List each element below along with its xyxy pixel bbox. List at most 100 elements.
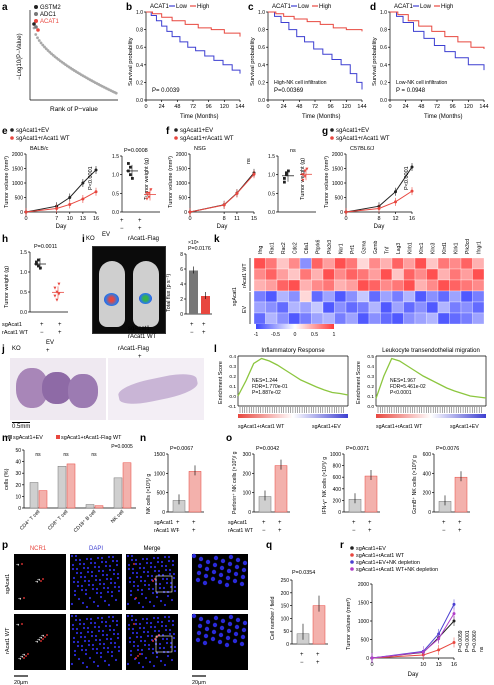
row-group-ev: EV bbox=[242, 306, 248, 313]
nucleus-dot bbox=[152, 556, 156, 560]
y-tick-label: 1.0 bbox=[258, 10, 265, 16]
y-tick-label: 0.8 bbox=[380, 28, 387, 34]
annotation: P=0.0005 bbox=[111, 444, 133, 450]
panel-letter-j: j bbox=[2, 344, 5, 355]
nucleus-dot bbox=[197, 563, 203, 569]
cell-bar bbox=[94, 505, 104, 509]
y-tick-label: 500 bbox=[361, 638, 370, 644]
row-label-2: rAcat1 WT bbox=[154, 528, 180, 534]
nucleus-dot bbox=[115, 563, 119, 567]
y-tick-label: 150 bbox=[281, 604, 290, 610]
ncr1-signal bbox=[40, 580, 42, 582]
nucleus-dot bbox=[164, 624, 168, 628]
y-multiplier: ×10⁸ bbox=[188, 240, 199, 246]
legend-gene: ACAT1 bbox=[272, 4, 292, 10]
nucleus-dot bbox=[96, 616, 100, 620]
weight-point bbox=[303, 169, 307, 173]
panel-a-legend-acat1: ACAT1 bbox=[40, 19, 60, 25]
survival-curve-high bbox=[146, 11, 241, 37]
panel-letter-o: o bbox=[226, 433, 233, 444]
rank-point-gstm2 bbox=[32, 22, 36, 26]
nucleus-dot bbox=[232, 638, 238, 644]
nucleus-dot bbox=[196, 570, 202, 576]
nucleus-dot bbox=[128, 636, 132, 640]
nucleus-dot bbox=[157, 573, 161, 577]
nucleus-dot bbox=[149, 625, 153, 629]
heatmap-cell bbox=[391, 268, 404, 281]
heatmap-cell bbox=[449, 257, 462, 270]
tissue-lobe-3 bbox=[68, 374, 98, 408]
heatmap-cell bbox=[288, 257, 301, 270]
panel-j-scalebar-label: 0.5mm bbox=[12, 424, 31, 430]
gzmb-bar bbox=[454, 476, 468, 513]
nucleus-dot bbox=[73, 593, 77, 597]
row-label-1: sgAcat1 bbox=[2, 322, 22, 328]
nucleus-dot bbox=[79, 571, 83, 575]
sign: + bbox=[190, 322, 194, 328]
row-group-wt: rAcat1 WT bbox=[242, 263, 248, 288]
row-side-label: sgAcat1 bbox=[232, 287, 238, 306]
nucleus-dot bbox=[93, 621, 97, 625]
p-value: P=0.0042 bbox=[256, 446, 279, 452]
heatmap-cell bbox=[288, 290, 301, 303]
sign: − bbox=[442, 528, 446, 534]
scalebar-label-right: 20μm bbox=[192, 680, 206, 685]
ncr1-signal bbox=[133, 563, 135, 565]
nucleus-dot bbox=[226, 568, 232, 574]
gene-label: Gzmb bbox=[373, 240, 379, 254]
heatmap-cell bbox=[345, 268, 358, 281]
nucleus-dot bbox=[99, 595, 103, 599]
nucleus-dot bbox=[71, 563, 75, 567]
x-tick-label: 48 bbox=[174, 104, 180, 110]
gsea-right-stat: P<0.0001 bbox=[390, 390, 412, 396]
micrograph-panel bbox=[14, 554, 66, 610]
p-value: P=0.0059 bbox=[458, 630, 464, 652]
panel-i-ko-label: KO bbox=[86, 236, 95, 242]
nucleus-dot bbox=[234, 624, 240, 630]
color-scale-tick: 0 bbox=[294, 332, 297, 338]
nucleus-dot bbox=[130, 558, 134, 562]
nucleus-dot bbox=[74, 554, 78, 558]
nucleus-dot bbox=[132, 584, 136, 588]
y-tick-label: 100 bbox=[243, 491, 252, 497]
ncr1-signal bbox=[133, 623, 135, 625]
legend-high: High bbox=[441, 4, 453, 10]
heatmap-cell bbox=[368, 301, 381, 314]
heatmap-cell bbox=[299, 290, 312, 303]
y-tick-label: 0.6 bbox=[136, 45, 143, 51]
y-tick-label: 500 bbox=[15, 196, 24, 202]
nucleus-dot bbox=[107, 555, 111, 559]
y-tick-label: 500 bbox=[335, 196, 344, 202]
nucleus-dot bbox=[70, 554, 74, 558]
nucleus-dot bbox=[155, 651, 159, 655]
y-tick-label: 200 bbox=[243, 471, 252, 477]
y-tick-label: 2000 bbox=[358, 582, 369, 588]
arrow-icon: ➜ bbox=[39, 635, 43, 640]
heatmap-cell bbox=[426, 279, 439, 292]
color-scale-tick: 1 bbox=[333, 332, 336, 338]
heatmap-cell bbox=[322, 301, 335, 314]
sign: − bbox=[120, 226, 124, 232]
panel-m-immune-cell-bars: sgAcat1+EV sgAcat1+rAcat1-Flag WT 0 10 20 30 4… bbox=[4, 435, 136, 534]
nucleus-dot bbox=[159, 599, 163, 603]
ncr1-signal bbox=[23, 657, 25, 659]
arrow-icon: ➜ bbox=[16, 622, 20, 627]
nucleus-dot bbox=[93, 565, 97, 569]
sign: + bbox=[278, 528, 282, 534]
flux-bar bbox=[189, 270, 198, 314]
nucleus-dot bbox=[232, 578, 238, 584]
x-tick-label: 120 bbox=[220, 104, 229, 110]
nucleus-dot bbox=[148, 660, 152, 664]
heatmap-cell bbox=[449, 290, 462, 303]
nucleus-dot bbox=[157, 629, 161, 633]
y-axis-label: GzmB⁺ NK cells (×10³)/ g bbox=[412, 455, 418, 514]
heatmap-cell bbox=[299, 279, 312, 292]
nucleus-dot bbox=[164, 568, 168, 572]
nucleus-dot bbox=[127, 623, 131, 627]
y-tick-label: 0.2 bbox=[229, 374, 236, 380]
nucleus-dot bbox=[142, 566, 146, 570]
y-tick-label: 1500 bbox=[154, 452, 165, 458]
cell-bar bbox=[113, 477, 123, 509]
gene-label: Cdc2 bbox=[292, 242, 298, 254]
